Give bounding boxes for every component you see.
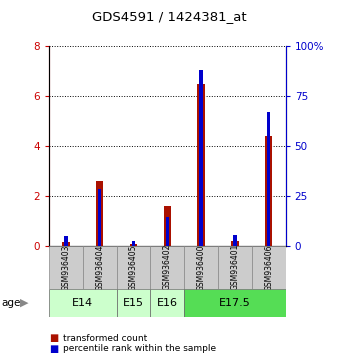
Text: transformed count: transformed count bbox=[63, 333, 147, 343]
Bar bbox=[49, 246, 83, 289]
Text: ▶: ▶ bbox=[20, 298, 29, 308]
Bar bbox=[132, 241, 135, 246]
Text: E17.5: E17.5 bbox=[219, 298, 251, 308]
Bar bbox=[164, 206, 171, 246]
Bar bbox=[166, 217, 169, 246]
Bar bbox=[150, 246, 184, 289]
Bar bbox=[184, 289, 286, 317]
Bar bbox=[265, 136, 272, 246]
Text: GSM936401: GSM936401 bbox=[231, 244, 239, 291]
Bar bbox=[199, 70, 203, 246]
Text: E16: E16 bbox=[157, 298, 178, 308]
Bar bbox=[49, 289, 117, 317]
Text: GSM936404: GSM936404 bbox=[95, 244, 104, 291]
Bar bbox=[62, 242, 70, 246]
Text: GDS4591 / 1424381_at: GDS4591 / 1424381_at bbox=[92, 10, 246, 23]
Bar bbox=[184, 246, 218, 289]
Bar bbox=[130, 244, 137, 246]
Bar bbox=[233, 235, 237, 246]
Text: ■: ■ bbox=[49, 344, 58, 354]
Text: percentile rank within the sample: percentile rank within the sample bbox=[63, 344, 216, 353]
Bar bbox=[83, 246, 117, 289]
Text: age: age bbox=[2, 298, 21, 308]
Bar bbox=[267, 112, 270, 246]
Text: GSM936405: GSM936405 bbox=[129, 244, 138, 291]
Bar bbox=[150, 289, 184, 317]
Text: ■: ■ bbox=[49, 333, 58, 343]
Bar bbox=[117, 289, 150, 317]
Bar bbox=[64, 236, 68, 246]
Text: GSM936403: GSM936403 bbox=[62, 244, 70, 291]
Text: E15: E15 bbox=[123, 298, 144, 308]
Bar bbox=[231, 241, 239, 246]
Bar bbox=[117, 246, 150, 289]
Text: GSM936400: GSM936400 bbox=[197, 244, 206, 291]
Bar bbox=[218, 246, 252, 289]
Text: E14: E14 bbox=[72, 298, 93, 308]
Text: GSM936406: GSM936406 bbox=[264, 244, 273, 291]
Bar bbox=[197, 84, 205, 246]
Bar bbox=[252, 246, 286, 289]
Bar bbox=[98, 189, 101, 246]
Text: GSM936402: GSM936402 bbox=[163, 244, 172, 291]
Bar bbox=[96, 181, 103, 246]
